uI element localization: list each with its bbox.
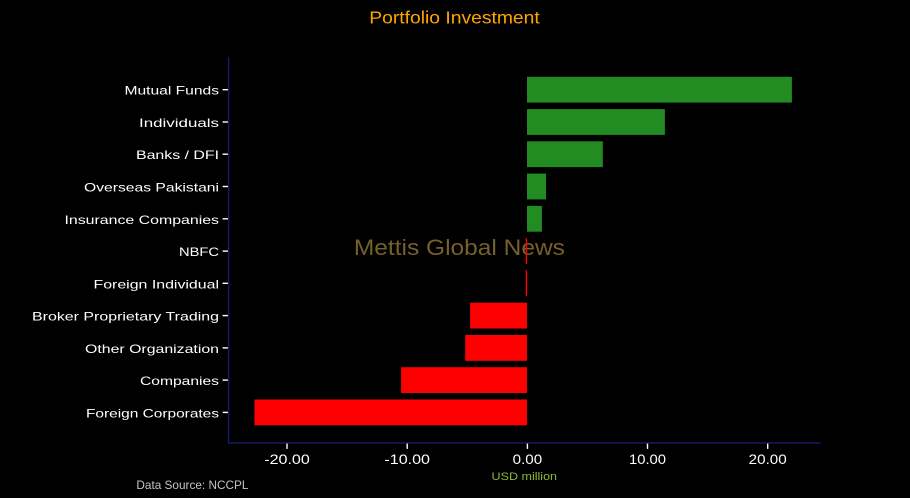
svg-text:Foreign Individual: Foreign Individual xyxy=(94,277,220,291)
svg-text:-20.00: -20.00 xyxy=(264,451,310,467)
svg-text:USD million: USD million xyxy=(492,471,558,483)
svg-text:Mutual Funds: Mutual Funds xyxy=(125,84,220,98)
svg-text:Overseas Pakistani: Overseas Pakistani xyxy=(84,181,219,195)
svg-text:Mettis Global News: Mettis Global News xyxy=(354,235,565,260)
svg-text:-10.00: -10.00 xyxy=(384,451,430,467)
svg-text:Banks / DFI: Banks / DFI xyxy=(136,148,219,162)
svg-text:Other Organization: Other Organization xyxy=(85,342,219,356)
svg-text:10.00: 10.00 xyxy=(629,451,666,467)
svg-text:0.00: 0.00 xyxy=(513,451,543,467)
svg-text:NBFC: NBFC xyxy=(179,245,219,259)
svg-text:Individuals: Individuals xyxy=(139,116,219,130)
svg-text:Companies: Companies xyxy=(140,374,219,388)
svg-text:Foreign Corporates: Foreign Corporates xyxy=(86,406,219,420)
svg-text:Portfolio Investment: Portfolio Investment xyxy=(369,7,540,27)
svg-text:Insurance Companies: Insurance Companies xyxy=(65,213,220,227)
svg-text:Data Source: NCCPL: Data Source: NCCPL xyxy=(136,478,248,492)
svg-text:Broker Proprietary Trading: Broker Proprietary Trading xyxy=(32,310,219,324)
svg-text:20.00: 20.00 xyxy=(749,451,787,467)
